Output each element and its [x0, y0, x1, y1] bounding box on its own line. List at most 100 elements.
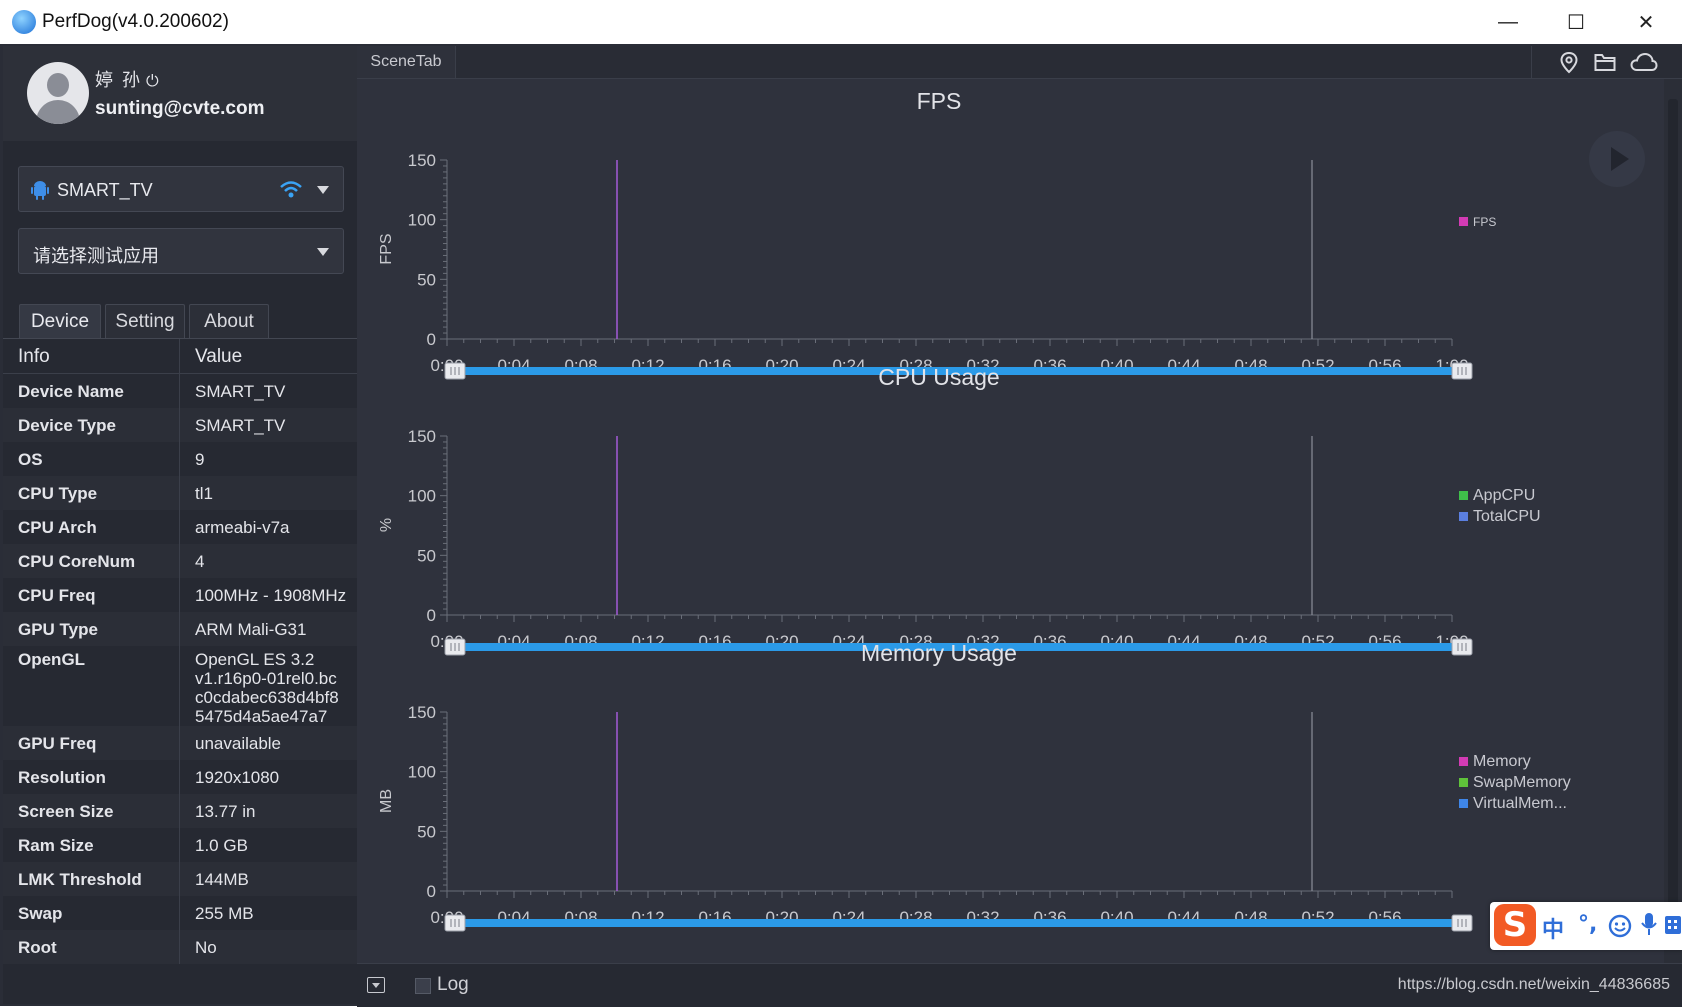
row-value: unavailable — [195, 734, 282, 753]
table-row: OpenGL OpenGL ES 3.2 v1.r16p0-01rel0.bc c… — [3, 646, 357, 726]
ime-punct[interactable]: °, — [1578, 912, 1598, 937]
keyboard-icon[interactable] — [1664, 915, 1682, 935]
row-key: Device Name — [18, 382, 124, 401]
y-axis-label: MB — [378, 789, 395, 813]
table-row: Swap 255 MB — [3, 896, 357, 930]
range-slider-track[interactable] — [454, 643, 1458, 651]
table-row: GPU Freq unavailable — [3, 726, 357, 760]
chart-title: FPS — [917, 88, 962, 114]
row-key: GPU Freq — [18, 734, 97, 753]
legend-swatch — [1459, 512, 1468, 521]
table-row: CPU Type tl1 — [3, 476, 357, 510]
table-row: GPU Type ARM Mali-G31 — [3, 612, 357, 646]
legend-label: FPS — [1473, 215, 1496, 229]
y-tick-label: 0 — [427, 330, 436, 349]
table-row: Root No — [3, 930, 357, 964]
legend-label: Memory — [1473, 753, 1531, 770]
folder-icon[interactable] — [1594, 52, 1616, 72]
ime-mode[interactable]: 中 — [1542, 918, 1565, 943]
row-key: CPU CoreNum — [18, 552, 136, 571]
y-tick-label: 150 — [408, 151, 436, 170]
legend-swatch — [1459, 778, 1468, 787]
legend-label: TotalCPU — [1473, 508, 1541, 525]
title-bar: PerfDog(v4.0.200602) — ☐ ✕ — [0, 0, 1682, 44]
chevron-down-icon — [317, 186, 329, 194]
tab-about[interactable]: About — [189, 304, 269, 338]
close-button[interactable]: ✕ — [1637, 11, 1655, 34]
top-bar: SceneTab — [357, 46, 1682, 79]
row-value: 100MHz - 1908MHz — [195, 586, 347, 605]
vertical-scrollbar[interactable] — [1664, 79, 1682, 963]
location-pin-icon[interactable] — [1560, 52, 1578, 74]
range-slider-track[interactable] — [454, 919, 1458, 927]
row-value: 13.77 in — [195, 802, 256, 821]
power-icon[interactable]: ⏻ — [146, 73, 161, 90]
table-row: Device Type SMART_TV — [3, 408, 357, 442]
chart-title: Memory Usage — [861, 640, 1017, 666]
row-key: Resolution — [18, 768, 106, 787]
user-email: sunting@cvte.com — [95, 98, 265, 119]
microphone-icon[interactable] — [1640, 912, 1658, 938]
row-key: Screen Size — [18, 802, 114, 821]
row-value: SMART_TV — [195, 382, 286, 401]
tab-scene[interactable]: SceneTab — [357, 46, 456, 78]
wifi-icon — [280, 181, 302, 198]
row-value: 4 — [195, 552, 205, 571]
device-select[interactable]: SMART_TV — [18, 166, 344, 212]
log-checkbox[interactable] — [415, 978, 431, 994]
row-key: LMK Threshold — [18, 870, 142, 889]
legend-label: VirtualMem... — [1473, 795, 1567, 812]
y-tick-label: 0 — [427, 606, 436, 625]
avatar[interactable] — [27, 62, 89, 124]
maximize-button[interactable]: ☐ — [1567, 11, 1585, 34]
collapse-log-button[interactable] — [367, 977, 385, 993]
header-value: Value — [195, 346, 243, 367]
y-tick-label: 50 — [417, 270, 436, 289]
row-value: tl1 — [195, 484, 213, 503]
cloud-icon[interactable] — [1630, 52, 1658, 72]
row-value: 144MB — [195, 870, 249, 889]
legend-label: SwapMemory — [1473, 774, 1571, 791]
charts-svg: FPSFPS1501005000:000:040:080:120:160:200… — [378, 88, 1571, 932]
table-row: CPU Freq 100MHz - 1908MHz — [3, 578, 357, 612]
legend-swatch — [1459, 491, 1468, 500]
ime-logo-icon[interactable]: S — [1494, 904, 1536, 946]
play-button[interactable] — [1589, 131, 1645, 187]
legend-swatch — [1459, 757, 1468, 766]
row-key: OS — [18, 450, 43, 469]
chart-title: CPU Usage — [878, 364, 999, 390]
y-tick-label: 100 — [408, 211, 436, 230]
user-panel: 婷 孙 ⏻ sunting@cvte.com — [3, 46, 357, 141]
app-logo-icon — [12, 10, 36, 34]
app-select[interactable]: 请选择测试应用 — [18, 228, 344, 274]
y-tick-label: 150 — [408, 703, 436, 722]
row-key: Device Type — [18, 416, 116, 435]
y-tick-label: 150 — [408, 427, 436, 446]
legend-swatch — [1459, 217, 1468, 226]
y-axis-label: % — [378, 518, 395, 532]
row-value: No — [195, 938, 217, 957]
bottom-bar: Log https://blog.csdn.net/weixin_4483668… — [357, 963, 1682, 1007]
legend-label: AppCPU — [1473, 487, 1535, 504]
scrollbar-thumb[interactable] — [1668, 99, 1678, 929]
table-row: CPU CoreNum 4 — [3, 544, 357, 578]
row-key: CPU Type — [18, 484, 98, 503]
tab-device[interactable]: Device — [19, 304, 101, 338]
tab-setting[interactable]: Setting — [105, 304, 185, 338]
y-tick-label: 100 — [408, 763, 436, 782]
minimize-button[interactable]: — — [1498, 10, 1518, 33]
main-panel: SceneTab FPSFPS1501005000:000:040:080:12… — [357, 46, 1682, 1007]
row-value: armeabi-v7a — [195, 518, 290, 537]
emoji-icon[interactable] — [1608, 914, 1632, 938]
log-label: Log — [437, 974, 469, 995]
watermark-url: https://blog.csdn.net/weixin_44836685 — [1397, 976, 1670, 993]
y-tick-label: 100 — [408, 487, 436, 506]
row-key: Root — [18, 938, 57, 957]
range-slider-track[interactable] — [454, 367, 1458, 375]
row-value: 9 — [195, 450, 205, 469]
legend-swatch — [1459, 799, 1468, 808]
row-value: ARM Mali-G31 — [195, 620, 307, 639]
ime-toolbar: S 中 °, — [1490, 902, 1682, 950]
y-axis-label: FPS — [378, 233, 395, 264]
table-row: Ram Size 1.0 GB — [3, 828, 357, 862]
